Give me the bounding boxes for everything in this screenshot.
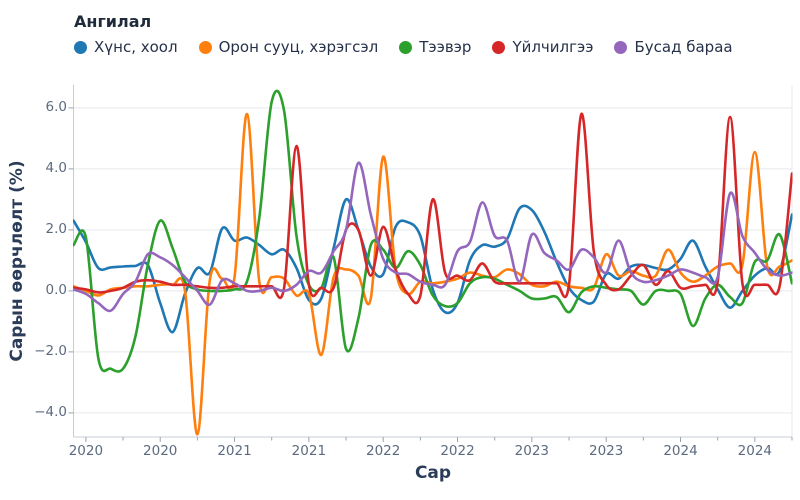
- series-lines: [73, 89, 793, 436]
- series-line-4: [73, 161, 793, 313]
- legend-item-2[interactable]: Тээвэр: [399, 38, 471, 56]
- series-line-3: [73, 112, 793, 305]
- x-tick-label: 2023: [588, 443, 624, 459]
- legend-item-label: Үйлчилгээ: [512, 38, 594, 56]
- axis-spines: [73, 85, 792, 438]
- x-tick-label: 2021: [291, 443, 327, 459]
- x-tick-label: 2022: [366, 443, 401, 459]
- legend-item-label: Орон сууц, хэрэгсэл: [218, 38, 379, 56]
- x-axis-title: Сар: [414, 463, 452, 483]
- y-axis-title: Сарын өөрчлөлт (%): [7, 160, 27, 362]
- gridlines: [73, 85, 793, 437]
- x-tick-label: 2024: [663, 443, 698, 459]
- y-tick-label: 6.0: [45, 99, 67, 116]
- x-tick-label: 2024: [737, 443, 772, 459]
- x-tick-label: 2020: [143, 443, 178, 459]
- legend-color-dot-icon: [614, 40, 628, 54]
- x-tick-label: 2020: [68, 443, 104, 459]
- series-line-1: [73, 112, 793, 436]
- series-line-2: [73, 89, 793, 373]
- legend-item-3[interactable]: Үйлчилгээ: [492, 38, 593, 56]
- y-tick-label: −2.0: [34, 343, 67, 360]
- legend-item-label: Хүнс, хоол: [94, 38, 178, 56]
- legend-color-dot-icon: [74, 40, 87, 54]
- x-tick-label: 2021: [217, 443, 252, 459]
- legend-color-dot-icon: [198, 40, 212, 54]
- y-tick-label: 4.0: [45, 160, 67, 177]
- series-line-0: [73, 198, 793, 334]
- legend-item-1[interactable]: Орон сууц, хэрэгсэл: [198, 38, 379, 56]
- y-tick-label: −4.0: [34, 404, 67, 421]
- legend-item-0[interactable]: Хүнс, хоол: [74, 38, 178, 56]
- legend-color-dot-icon: [399, 40, 413, 54]
- legend-items: Хүнс, хоол Орон сууц, хэрэгсэл Тээвэр Үйлчи…: [74, 38, 733, 56]
- legend-item-4[interactable]: Бусад бараа: [614, 38, 733, 56]
- tick-marks: [68, 107, 793, 442]
- x-tick-label: 2022: [440, 443, 475, 459]
- legend-item-label: Тээвэр: [419, 38, 472, 56]
- legend: Ангилал Хүнс, хоол Орон сууц, хэрэгсэл Тээ…: [74, 12, 733, 56]
- legend-title: Ангилал: [74, 12, 152, 31]
- legend-color-dot-icon: [492, 40, 506, 54]
- y-tick-label: 2.0: [45, 221, 67, 238]
- y-tick-label: 0.0: [45, 282, 67, 299]
- x-tick-label: 2023: [514, 443, 550, 459]
- legend-item-label: Бусад бараа: [634, 38, 733, 56]
